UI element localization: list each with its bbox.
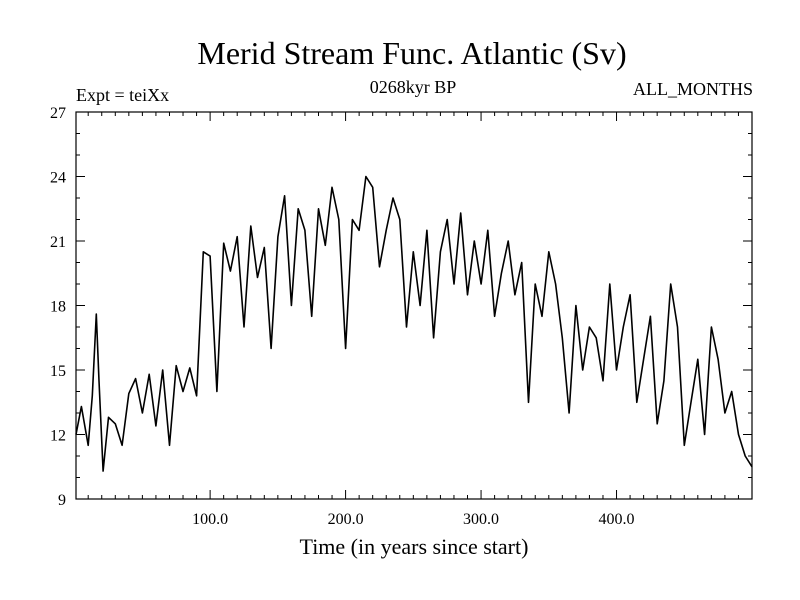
- series-layer: [75, 175, 753, 472]
- y-tick-label: 18: [50, 299, 66, 316]
- y-tick-label: 24: [50, 170, 66, 187]
- y-tick-label: 12: [50, 428, 66, 445]
- y-tick-label: 15: [50, 363, 66, 380]
- plot-frame: [75, 111, 753, 500]
- x-tick-label: 100.0: [192, 511, 228, 528]
- x-axis-ticks: 100.0 200.0 300.0 400.0: [87, 112, 753, 528]
- x-axis-label: Time (in years since start): [300, 534, 529, 559]
- x-tick-label: 300.0: [463, 511, 499, 528]
- y-tick-label: 27: [50, 105, 66, 122]
- y-tick-label: 21: [50, 234, 66, 251]
- chart-title: Merid Stream Func. Atlantic (Sv): [197, 35, 626, 71]
- experiment-label: Expt = teiXx: [76, 85, 169, 105]
- period-label: 0268kyr BP: [370, 77, 457, 97]
- x-tick-label: 400.0: [599, 511, 635, 528]
- y-axis-ticks: 9 12 15 18 21 24 27: [50, 105, 752, 509]
- x-tick-label: 200.0: [328, 511, 364, 528]
- y-tick-label: 9: [58, 492, 66, 509]
- months-label: ALL_MONTHS: [633, 79, 753, 99]
- series-line: [75, 175, 753, 472]
